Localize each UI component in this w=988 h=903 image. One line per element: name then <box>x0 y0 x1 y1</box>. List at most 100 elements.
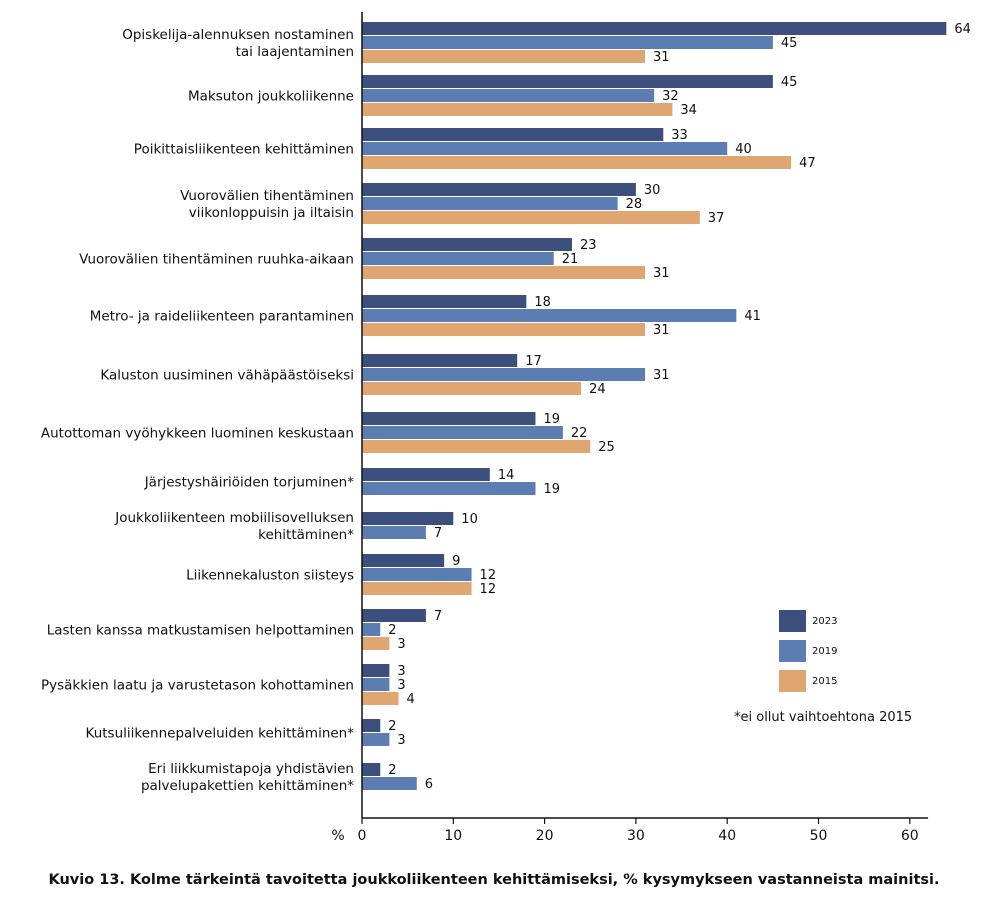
bar-2023-6 <box>362 354 518 367</box>
axes-layer: 0 10 20 30 40 50 60% <box>331 12 929 844</box>
value-label-2023-2: 33 <box>671 128 688 143</box>
value-label-2019-0: 45 <box>781 36 798 51</box>
value-label-2019-3: 28 <box>626 197 643 212</box>
value-label-2015-3: 37 <box>708 211 725 226</box>
value-label-2023-11: 7 <box>434 609 442 624</box>
value-label-2019-5: 41 <box>744 309 761 324</box>
value-label-2023-1: 45 <box>781 75 798 90</box>
bar-2015-1 <box>362 103 673 116</box>
category-label-9: Joukkoliikenteen mobiilisovelluksen <box>114 510 354 526</box>
legend-label-2023: 2023 <box>812 616 837 627</box>
bar-2023-0 <box>362 22 947 35</box>
value-label-2019-9: 7 <box>434 526 442 541</box>
bar-2019-14 <box>362 777 417 790</box>
value-label-2019-7: 22 <box>571 426 588 441</box>
value-label-2023-14: 2 <box>388 763 396 778</box>
value-label-2023-3: 30 <box>644 183 661 198</box>
legend-swatch-2019 <box>779 640 806 662</box>
value-label-2019-1: 32 <box>662 89 679 104</box>
value-label-2023-7: 19 <box>543 412 560 427</box>
value-label-2019-4: 21 <box>562 252 579 267</box>
category-label-11: Lasten kanssa matkustamisen helpottamine… <box>47 623 354 639</box>
bar-2023-5 <box>362 295 527 308</box>
legend: 2023 2019 2015 <box>779 610 837 692</box>
value-label-2015-10: 12 <box>480 582 497 597</box>
bar-2019-6 <box>362 368 646 381</box>
bar-2019-4 <box>362 252 554 265</box>
bar-2023-14 <box>362 763 381 776</box>
bar-2023-1 <box>362 75 773 88</box>
category-label-4: Vuorovälien tihentäminen ruuhka-aikaan <box>79 252 354 268</box>
value-label-2019-10: 12 <box>480 568 497 583</box>
bar-2015-2 <box>362 156 792 169</box>
category-label-14: palvelupakettien kehittäminen* <box>141 778 354 794</box>
value-label-2023-12: 3 <box>397 664 405 679</box>
category-label-6: Kaluston uusiminen vähäpäästöiseksi <box>100 368 354 384</box>
category-label-2: Poikittaisliikenteen kehittäminen <box>134 142 354 158</box>
bar-2015-4 <box>362 266 646 279</box>
category-label-5: Metro- ja raideliikenteen parantaminen <box>90 309 354 325</box>
value-label-2015-1: 34 <box>680 103 697 118</box>
bar-2023-2 <box>362 128 664 141</box>
category-label-0: Opiskelija-alennuksen nostaminen <box>122 27 354 43</box>
value-label-2015-7: 25 <box>598 440 615 455</box>
value-label-2015-6: 24 <box>589 382 606 397</box>
category-label-3: viikonloppuisin ja iltaisin <box>189 205 354 221</box>
legend-label-2015: 2015 <box>812 676 837 687</box>
category-label-12: Pysäkkien laatu ja varustetason kohottam… <box>41 678 354 694</box>
value-label-2015-5: 31 <box>653 323 670 338</box>
legend-swatch-2023 <box>779 610 806 632</box>
bar-2019-11 <box>362 623 381 636</box>
bar-2019-12 <box>362 678 390 691</box>
legend-label-2019: 2019 <box>812 646 837 657</box>
bar-2023-4 <box>362 238 572 251</box>
bar-2015-6 <box>362 382 582 395</box>
bar-2015-5 <box>362 323 646 336</box>
bar-2019-1 <box>362 89 655 102</box>
value-label-2019-13: 3 <box>397 733 405 748</box>
footnote: *ei ollut vaihtoehtona 2015 <box>734 710 912 725</box>
bar-2023-12 <box>362 664 390 677</box>
category-label-0: tai laajentaminen <box>236 44 354 60</box>
x-tick-label-40: 40 <box>718 828 736 844</box>
bar-2019-0 <box>362 36 773 49</box>
figure-caption: Kuvio 13. Kolme tärkeintä tavoitetta jou… <box>49 872 940 888</box>
bar-2023-7 <box>362 412 536 425</box>
value-label-2019-14: 6 <box>425 777 433 792</box>
x-tick-label-0: 0 <box>358 828 367 844</box>
value-label-2019-12: 3 <box>397 678 405 693</box>
value-label-2023-10: 9 <box>452 554 460 569</box>
bar-2015-0 <box>362 50 646 63</box>
category-label-9: kehittäminen* <box>258 527 354 543</box>
bar-2019-7 <box>362 426 563 439</box>
bar-2023-11 <box>362 609 426 622</box>
bar-2023-8 <box>362 468 490 481</box>
x-tick-label-20: 20 <box>536 828 554 844</box>
value-label-2019-8: 19 <box>543 482 560 497</box>
value-label-2015-4: 31 <box>653 266 670 281</box>
bar-2015-3 <box>362 211 700 224</box>
value-label-2015-0: 31 <box>653 50 670 65</box>
bar-2023-13 <box>362 719 381 732</box>
value-label-2015-2: 47 <box>799 156 816 171</box>
x-tick-label-60: 60 <box>901 828 919 844</box>
value-label-2023-6: 17 <box>525 354 542 369</box>
bars-layer: 6445314532343340473028372321311841311731… <box>362 22 971 792</box>
value-label-2023-13: 2 <box>388 719 396 734</box>
bar-2019-10 <box>362 568 472 581</box>
value-label-2023-8: 14 <box>498 468 515 483</box>
category-label-7: Autottoman vyöhykkeen luominen keskustaa… <box>41 426 354 442</box>
x-tick-label-50: 50 <box>810 828 828 844</box>
x-axis-unit-label: % <box>331 828 344 844</box>
x-tick-label-10: 10 <box>444 828 462 844</box>
bar-2019-3 <box>362 197 618 210</box>
bar-2015-7 <box>362 440 591 453</box>
category-label-1: Maksuton joukkoliikenne <box>188 89 354 105</box>
value-label-2023-0: 64 <box>954 22 971 37</box>
bar-2015-11 <box>362 637 390 650</box>
bar-2015-10 <box>362 582 472 595</box>
bar-2019-2 <box>362 142 728 155</box>
